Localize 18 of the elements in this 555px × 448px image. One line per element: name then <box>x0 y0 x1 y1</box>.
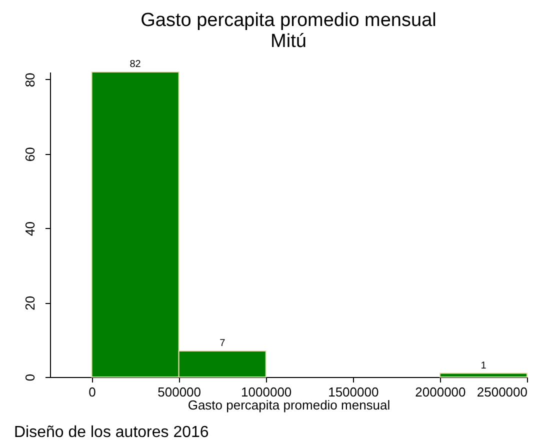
y-tick-label: 40 <box>22 221 38 236</box>
y-tick-label: 60 <box>22 147 38 162</box>
chart-title: Gasto percapita promedio mensual <box>140 10 436 31</box>
x-tick-label: 0 <box>88 384 96 400</box>
text: Diseño de los autores 2016 <box>14 424 209 442</box>
y-tick-label: 80 <box>22 72 38 88</box>
data-label: 7 <box>220 338 226 349</box>
y-tick-label: 20 <box>22 296 38 310</box>
y-tick-label: 0 <box>22 374 38 382</box>
x-tick-label: 500000 <box>158 384 202 400</box>
data-label: 1 <box>480 360 487 372</box>
x-tick-label: 1500000 <box>328 384 379 400</box>
x-tick-label: 1000000 <box>241 384 292 400</box>
x-axis-title: Gasto percapita promedio mensual <box>188 398 390 412</box>
x-tick-label: 2000000 <box>415 384 466 400</box>
chart-subtitle: Mitú <box>270 31 306 52</box>
x-tick-label: 2500000 <box>476 384 528 400</box>
data-label: 82 <box>130 59 142 70</box>
